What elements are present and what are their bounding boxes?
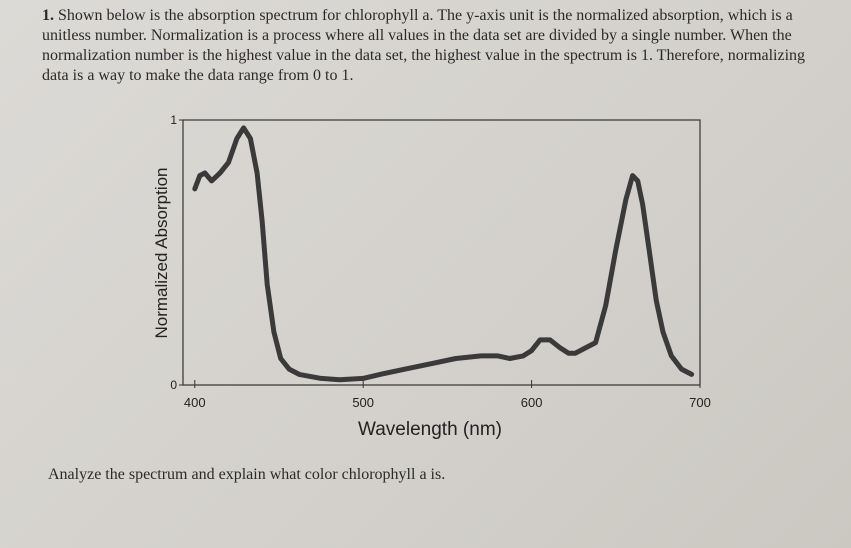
x-tick-label: 500 <box>352 395 374 410</box>
plot-frame <box>182 119 701 386</box>
x-tick-label: 700 <box>689 395 711 410</box>
question-number: 1. <box>42 7 54 24</box>
y-axis-label: Normalized Absorption <box>152 167 171 338</box>
question-text: 1. Shown below is the absorption spectru… <box>42 6 812 86</box>
question-body: Shown below is the absorption spectrum f… <box>42 7 806 84</box>
prompt-text: Analyze the spectrum and explain what co… <box>48 466 446 483</box>
x-axis-label: Wavelength (nm) <box>358 419 502 440</box>
x-tick-label: 400 <box>184 395 206 410</box>
y-tick-label: 1 <box>170 113 177 127</box>
spectrum-line <box>192 125 695 383</box>
y-tick-label: 0 <box>170 378 177 392</box>
x-tick-label: 600 <box>521 395 543 410</box>
